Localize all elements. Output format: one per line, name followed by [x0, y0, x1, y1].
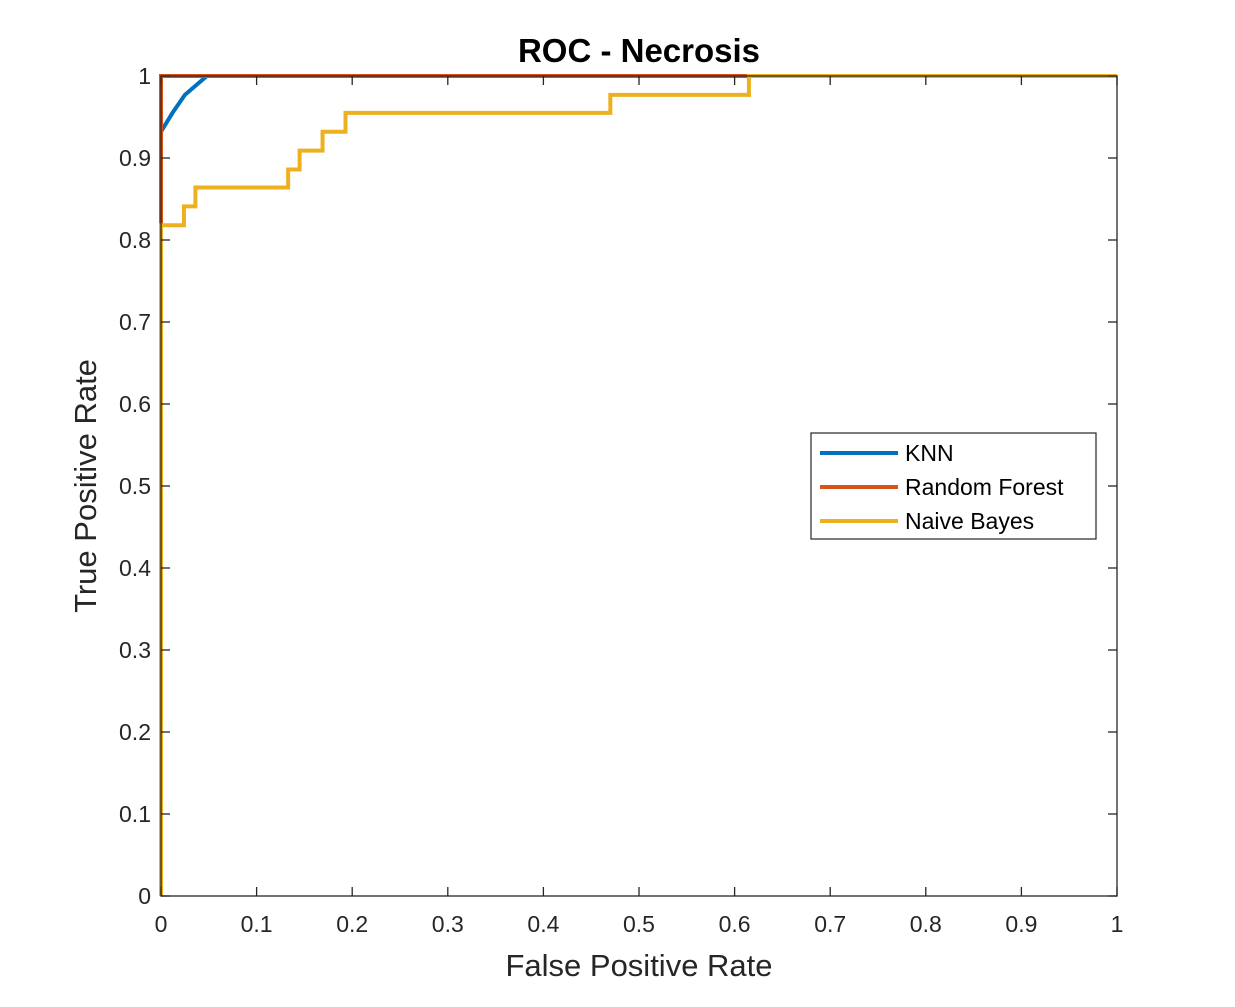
x-tick-label: 0.8 [910, 911, 942, 937]
legend: KNN Random Forest Naive Bayes [810, 432, 1097, 540]
y-tick-label: 0.2 [119, 719, 151, 745]
x-tick-label: 0.7 [814, 911, 846, 937]
x-tick-label: 0.5 [623, 911, 655, 937]
legend-label: Naive Bayes [905, 508, 1034, 534]
series-line-naive-bayes [159, 74, 1117, 896]
y-axis-label: True Positive Rate [68, 359, 103, 613]
x-tick-label: 0 [155, 911, 168, 937]
y-tick-label: 0.1 [119, 801, 151, 827]
legend-label: Random Forest [905, 474, 1064, 500]
x-tick-label: 0.9 [1005, 911, 1037, 937]
y-tick-label: 0 [138, 883, 151, 909]
y-tick-label: 0.9 [119, 145, 151, 171]
y-tick-label: 1 [138, 63, 151, 89]
legend-label: KNN [905, 440, 954, 466]
x-tick-label: 0.4 [527, 911, 559, 937]
x-axis-label: False Positive Rate [505, 948, 772, 983]
y-tick-label: 0.8 [119, 227, 151, 253]
chart-title: ROC - Necrosis [518, 32, 760, 69]
x-tick-label: 1 [1111, 911, 1124, 937]
x-tick-label: 0.3 [432, 911, 464, 937]
x-tick-label: 0.1 [241, 911, 273, 937]
x-tick-label: 0.6 [719, 911, 751, 937]
x-axis-ticks: 0 0.1 0.2 0.3 0.4 0.5 0.6 0.7 0.8 0.9 1 [155, 76, 1124, 937]
y-tick-label: 0.3 [119, 637, 151, 663]
y-tick-label: 0.6 [119, 391, 151, 417]
x-tick-label: 0.2 [336, 911, 368, 937]
y-tick-label: 0.5 [119, 473, 151, 499]
y-tick-label: 0.4 [119, 555, 151, 581]
y-tick-label: 0.7 [119, 309, 151, 335]
y-axis-ticks: 0 0.1 0.2 0.3 0.4 0.5 0.6 0.7 0.8 0.9 1 [119, 63, 1117, 909]
